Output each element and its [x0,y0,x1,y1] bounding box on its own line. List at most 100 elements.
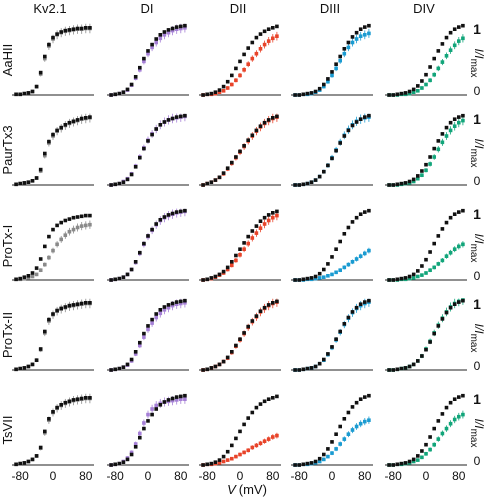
control-point [436,234,441,238]
y-axis-label: I/Imax [468,419,486,448]
control-point [238,247,242,251]
control-point [67,28,72,32]
x-tick-label: 0 [50,469,57,483]
panel-tsvii-kv2-1 [12,393,94,467]
toxin-point [129,450,134,455]
control-point [461,298,465,303]
control-point [457,25,461,29]
control-point [67,217,72,221]
control-point [322,452,326,457]
control-point [47,417,51,421]
control-point [436,49,441,53]
toxin-point [440,258,445,263]
control-point [387,463,391,467]
control-point [407,364,412,369]
control-point [432,426,436,431]
toxin-point [154,403,158,408]
panel-protx-i-kv2-1 [12,213,94,282]
y-tick-label-0: 0 [474,84,481,98]
toxin-point [154,315,158,320]
control-point [26,91,31,95]
y-tick-label-0: 0 [474,359,481,373]
control-point [297,278,301,282]
control-point [448,215,453,220]
control-point [142,426,146,431]
control-point [258,32,263,36]
control-point [125,177,130,182]
control-point [250,229,255,233]
toxin-point [43,56,47,61]
toxin-point [416,274,420,279]
control-point [71,215,76,220]
x-tick-label: -80 [291,469,309,483]
control-point [209,276,214,280]
control-point [183,393,187,398]
control-point [142,146,146,151]
control-point [217,272,222,277]
y-axis-label-sub: max [468,334,479,353]
control-point [271,301,275,305]
control-point [59,30,63,34]
toxin-point [452,43,457,48]
control-point [30,457,35,462]
toxin-point [179,397,183,401]
control-point [436,324,441,328]
control-point [440,132,445,136]
toxin-point [317,459,322,464]
control-point [293,183,297,187]
control-point [113,92,117,97]
toxin-point [225,267,230,272]
toxin-point [436,66,441,71]
toxin-point [416,458,420,462]
control-point [275,299,279,304]
control-point [428,65,432,69]
control-point [461,393,465,398]
control-point [51,35,55,40]
control-point [411,362,416,367]
toxin-point [330,451,334,455]
toxin-point [330,73,334,78]
x-tick-label: 80 [174,469,188,483]
control-point [38,445,43,450]
control-point [14,182,18,187]
toxin-point [146,51,150,56]
toxin-point [221,459,226,464]
panel-paurtx3-di [107,113,189,187]
control-point [354,305,359,310]
control-point [461,23,465,28]
toxin-point [166,305,171,310]
control-point [14,462,18,467]
panel-protx-i-di [107,208,189,282]
control-point [246,234,250,239]
control-point [51,227,55,232]
toxin-point [225,86,230,90]
control-point [271,116,275,120]
x-axis-label: V (mV) [227,482,267,497]
control-point [432,146,436,151]
control-point [55,308,59,313]
toxin-point [84,223,88,228]
control-point [217,88,222,92]
control-point [150,227,154,232]
control-point [305,91,310,96]
control-point [133,165,138,169]
control-point [146,324,150,328]
control-point [84,396,88,400]
control-point [317,86,322,91]
toxin-point [138,68,142,72]
toxin-point [67,229,72,234]
control-point [326,77,330,81]
y-axis-label-main: I/I [472,419,486,430]
toxin-point [170,28,175,33]
control-point [367,113,371,118]
control-point [350,123,355,128]
control-point [301,182,306,187]
toxin-point [342,51,347,56]
control-point [201,183,205,187]
control-point [179,209,183,214]
x-tick-label: 80 [266,469,280,483]
toxin-point [230,82,234,87]
control-point [246,46,250,50]
toxin-point [133,352,138,356]
control-point [358,302,363,306]
